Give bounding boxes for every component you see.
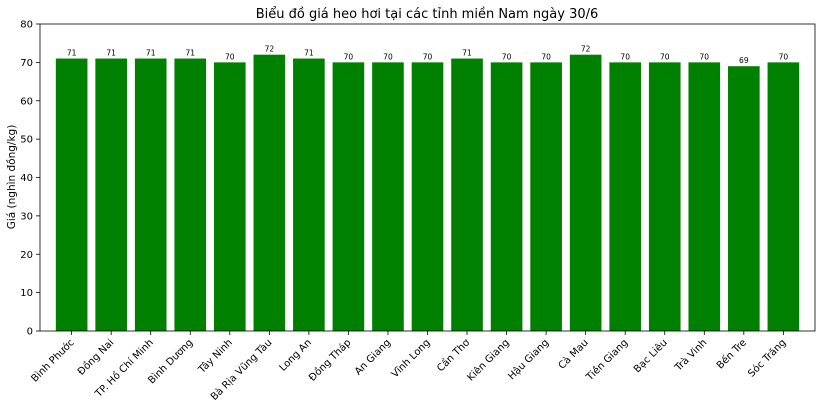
data-label: 70 (660, 52, 670, 61)
y-tick-label: 20 (20, 250, 33, 261)
y-tick-label: 30 (20, 211, 33, 222)
x-tick-label: Cần Thơ (435, 336, 473, 374)
bar (569, 54, 602, 331)
y-tick-label: 50 (20, 135, 33, 146)
y-tick-label: 10 (20, 288, 33, 299)
data-label: 70 (423, 52, 433, 61)
bar (688, 62, 721, 332)
x-tick-label: Vĩnh Long (390, 337, 433, 380)
y-tick-label: 60 (20, 96, 33, 107)
bar (134, 58, 167, 331)
bar (95, 58, 127, 331)
x-tick-label: Hậu Giang (506, 337, 552, 383)
data-label: 70 (383, 52, 393, 61)
chart-title: Biểu đồ giá heo hơi tại các tỉnh miền Na… (256, 7, 599, 22)
y-tick-label: 80 (20, 20, 33, 31)
x-tick-label: Trà Vinh (672, 337, 710, 375)
data-label: 70 (700, 52, 710, 61)
bar (767, 62, 800, 332)
bar (332, 62, 365, 332)
bar (213, 62, 246, 332)
x-tick-label: Tây Ninh (195, 337, 235, 377)
data-label: 70 (541, 52, 551, 61)
bar (648, 62, 681, 332)
bar (490, 62, 523, 332)
plot-frame (39, 23, 816, 332)
data-label: 71 (304, 49, 314, 58)
bar (55, 58, 88, 331)
data-label: 70 (502, 52, 512, 61)
bar (372, 62, 404, 332)
x-tick-label: Long An (278, 337, 314, 373)
x-tick-label: Cà Mau (556, 337, 591, 372)
bar (530, 62, 562, 332)
bar (451, 58, 483, 331)
x-tick-label: Tiền Giang (583, 337, 630, 384)
bar (293, 58, 325, 331)
x-tick-label: Kiên Giang (465, 337, 512, 384)
bar (728, 66, 760, 332)
x-tick-label: An Giang (353, 337, 393, 377)
data-label: 72 (581, 45, 591, 54)
data-label: 71 (67, 49, 77, 58)
data-label: 71 (146, 49, 156, 58)
data-label: 70 (620, 52, 630, 61)
x-tick-label: Sóc Trăng (746, 337, 789, 380)
x-tick-label: Bình Phước (29, 337, 77, 385)
bar (411, 62, 444, 332)
x-tick-label: Đồng Nai (75, 337, 116, 378)
y-tick-label: 40 (20, 173, 33, 184)
data-label: 70 (225, 52, 235, 61)
y-tick-label: 70 (20, 58, 33, 69)
data-label: 70 (779, 52, 789, 61)
bar (609, 62, 642, 332)
data-label: 70 (344, 52, 354, 61)
y-tick-label: 0 (27, 327, 33, 338)
x-tick-label: Bến Tre (714, 337, 749, 372)
data-label: 71 (185, 49, 195, 58)
x-tick-label: Bạc Liêu (631, 337, 670, 376)
data-label: 71 (106, 49, 116, 58)
x-tick-label: Đồng Tháp (306, 337, 353, 384)
data-label: 71 (462, 49, 472, 58)
data-label: 72 (265, 45, 275, 54)
bar (253, 54, 286, 331)
bar (174, 58, 207, 331)
data-label: 69 (739, 56, 749, 65)
y-axis-label: Giá (nghìn đồng/kg) (6, 125, 18, 230)
